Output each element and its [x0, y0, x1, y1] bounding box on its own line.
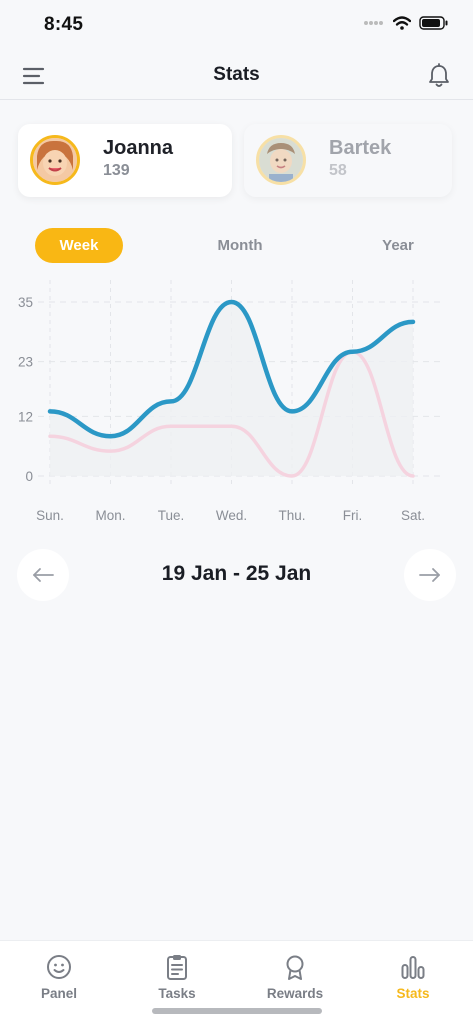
page-title: Stats: [213, 64, 260, 85]
kid-card-joanna[interactable]: Joanna 139: [18, 124, 232, 197]
arrow-right-icon: [419, 568, 440, 582]
avatar: [256, 135, 306, 185]
previous-week-button[interactable]: [17, 549, 69, 601]
kid-name: Joanna: [103, 137, 174, 159]
kid-points: 58: [329, 162, 347, 179]
child-avatar-icon: [259, 138, 303, 182]
period-tab-year[interactable]: Year: [382, 237, 414, 254]
x-tick-label: Fri.: [343, 508, 363, 523]
tab-label: Tasks: [158, 986, 196, 1001]
x-tick-label: Tue.: [158, 508, 185, 523]
kid-name: Bartek: [329, 137, 392, 159]
status-icons: [363, 16, 449, 30]
smiley-icon: [47, 955, 71, 979]
signal-icon: [364, 21, 383, 25]
avatar: [30, 135, 80, 185]
series-area-fill: [50, 302, 413, 476]
medal-icon: [286, 955, 304, 980]
bar-chart-icon: [401, 956, 425, 979]
x-tick-label: Thu.: [278, 508, 305, 523]
kid-card-bartek[interactable]: Bartek 58: [244, 124, 452, 197]
kid-points: 139: [103, 162, 130, 179]
series-line-primary: [47, 299, 416, 439]
tab-label: Panel: [40, 986, 78, 1001]
home-indicator: [152, 1008, 322, 1014]
x-tick-label: Mon.: [95, 508, 125, 523]
next-week-button[interactable]: [404, 549, 456, 601]
tab-label: Rewards: [266, 986, 324, 1001]
tab-panel[interactable]: Panel: [14, 953, 104, 1005]
status-time: 8:45: [44, 14, 84, 35]
tab-label: Stats: [396, 986, 430, 1001]
tab-rewards[interactable]: Rewards: [250, 953, 340, 1005]
y-tick-label: 0: [25, 469, 33, 484]
arrow-left-icon: [33, 568, 54, 582]
tab-stats[interactable]: Stats: [368, 953, 458, 1005]
nav-bar: Stats: [0, 52, 473, 100]
period-tab-week[interactable]: Week: [35, 228, 123, 263]
tab-tasks[interactable]: Tasks: [132, 953, 222, 1005]
bell-icon: [429, 63, 449, 87]
period-tab-month[interactable]: Month: [217, 237, 263, 254]
x-tick-label: Sat.: [401, 508, 425, 523]
menu-button[interactable]: [22, 66, 46, 86]
child-avatar-icon: [33, 138, 77, 182]
series-line-secondary: [48, 349, 415, 478]
x-tick-label: Sun.: [36, 508, 64, 523]
wifi-icon: [393, 16, 411, 30]
date-range: 19 Jan - 25 Jan: [161, 562, 312, 585]
y-tick-label: 35: [18, 295, 33, 310]
y-tick-label: 23: [18, 355, 33, 370]
hamburger-menu-icon: [22, 67, 45, 85]
y-tick-label: 12: [18, 409, 33, 424]
x-tick-label: Wed.: [216, 508, 247, 523]
line-chart: 0 12 23 35 Sun. Mon. Tue. Wed. Thu. Fri. Sat.: [18, 280, 440, 523]
clipboard-icon: [167, 955, 187, 980]
status-bar: 8:45: [0, 0, 473, 52]
battery-icon: [419, 16, 448, 30]
notifications-button[interactable]: [427, 63, 451, 89]
stats-chart: 0 12 23 35 Sun. Mon. Tue. Wed. Thu. Fri. Sat.: [0, 280, 473, 530]
